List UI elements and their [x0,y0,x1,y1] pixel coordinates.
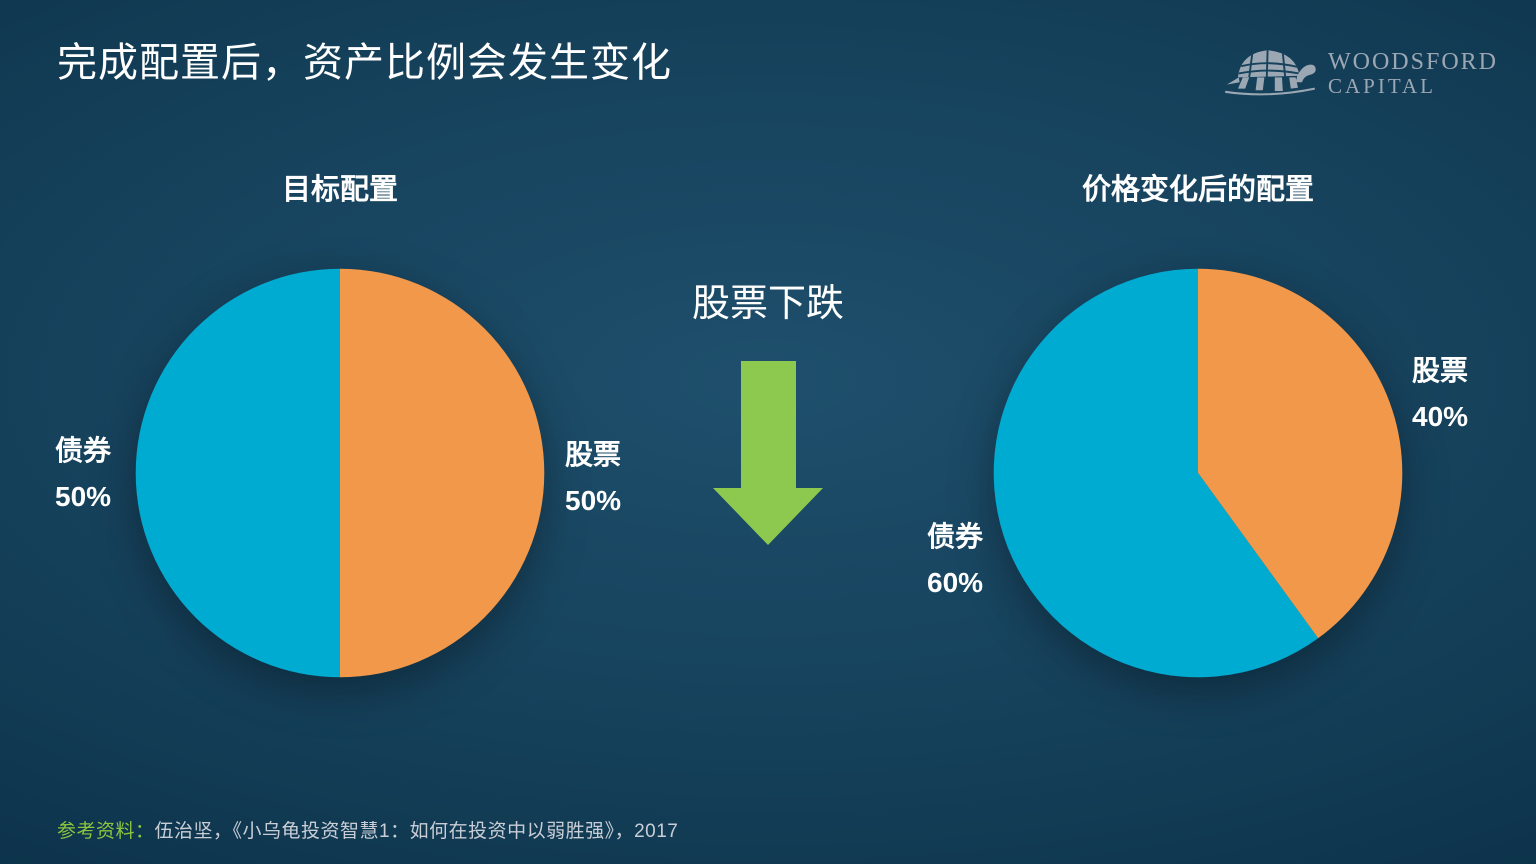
slice-label: 债券 [55,435,112,466]
slice-label: 债券 [927,521,984,552]
down-arrow-icon [713,361,823,545]
footer-reference-text: 伍治坚，《小乌龟投资智慧1：如何在投资中以弱胜强》，2017 [154,821,679,842]
slice-percent: 50% [565,485,622,516]
slice-label: 股票 [565,439,622,470]
right-pie-stocks-label: 股票 40% [1412,348,1468,440]
left-pie-stocks-label: 股票 50% [565,432,621,524]
right-pie-title: 价格变化后的配置 [1081,174,1314,206]
pie-chart-target-allocation [128,261,552,685]
slide-title: 完成配置后，资产比例会发生变化 [57,41,672,85]
slice-percent: 40% [1412,401,1469,432]
turtle-icon [1222,40,1318,107]
slice-percent: 50% [55,481,112,512]
pie-slice-股票 [340,268,545,678]
pie-slice-债券 [135,268,340,678]
middle-heading: 股票下跌 [691,283,845,325]
logo-company-suffix: CAPITAL [1327,74,1436,99]
pie-slice-债券 [993,268,1319,678]
left-pie-title: 目标配置 [281,174,398,206]
right-pie-bonds-label: 债券 60% [927,514,983,606]
logo-company-name: WOODSFORD [1327,48,1498,75]
logo: WOODSFORD CAPITAL [1222,40,1498,107]
logo-wordmark: WOODSFORD CAPITAL [1328,49,1498,98]
slice-label: 股票 [1412,355,1469,386]
footer-reference: 参考资料：伍治坚，《小乌龟投资智慧1：如何在投资中以弱胜强》，2017 [57,816,678,843]
slice-percent: 60% [927,567,984,598]
footer-reference-prefix: 参考资料： [57,821,155,842]
pie-slice-股票 [1198,268,1403,639]
pie-chart-after-price-change [986,261,1410,685]
left-pie-bonds-label: 债券 50% [55,428,111,520]
